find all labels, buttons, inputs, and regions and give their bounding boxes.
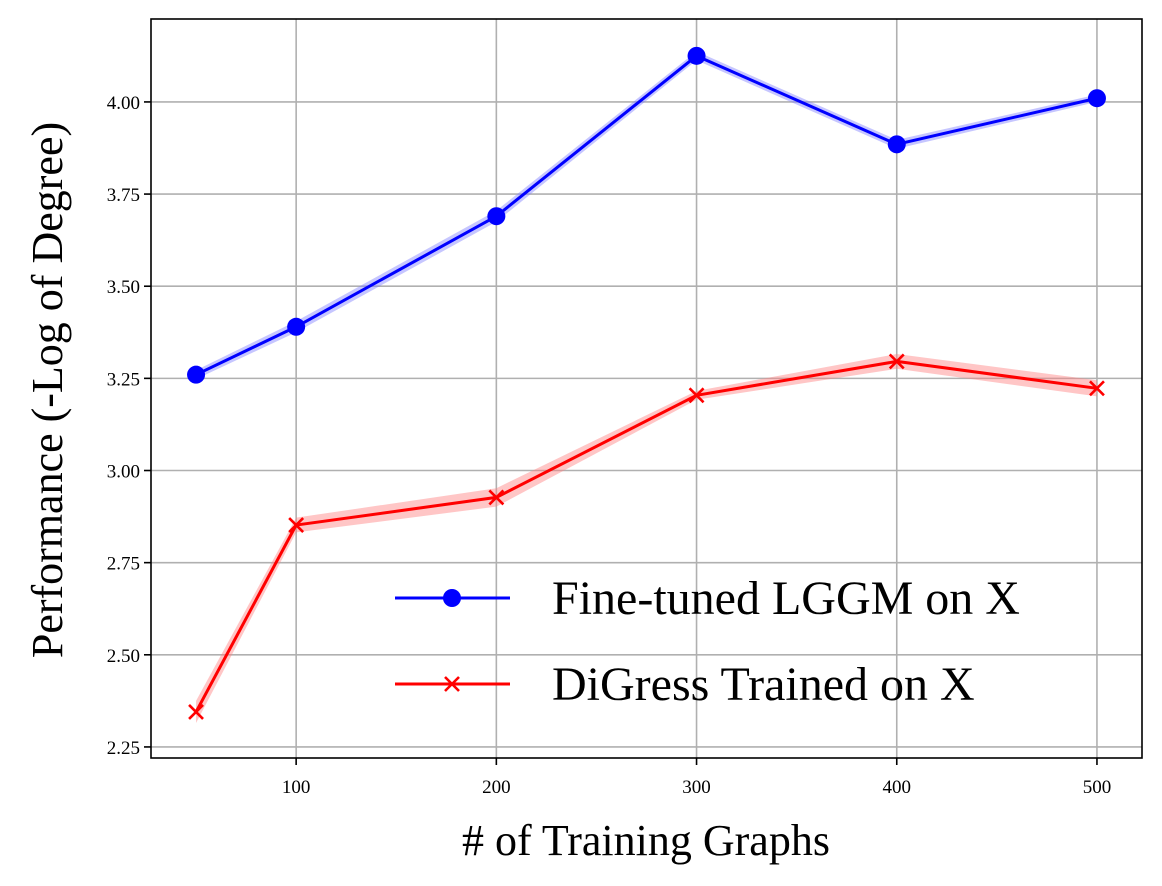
legend-label-1: DiGress Trained on X — [552, 658, 975, 711]
y-tick-label: 3.75 — [107, 185, 140, 206]
data-point — [487, 207, 506, 226]
y-tick-label: 3.50 — [107, 277, 140, 298]
x-tick-label: 500 — [1083, 777, 1112, 798]
data-point — [688, 387, 705, 404]
x-tick-label: 200 — [482, 777, 511, 798]
series-markers — [187, 46, 1106, 720]
y-tick-label: 3.00 — [107, 462, 140, 483]
data-point — [1087, 89, 1106, 108]
x-tick-label: 100 — [282, 777, 311, 798]
x-tick-label: 400 — [883, 777, 912, 798]
y-tick-label: 3.25 — [107, 369, 140, 390]
y-axis-title: Performance (-Log of Degree) — [23, 122, 72, 658]
y-tick-label: 2.25 — [107, 738, 140, 759]
data-point — [488, 489, 505, 506]
series-lines — [194, 54, 1098, 713]
plot-area — [151, 19, 1142, 758]
legend-marker-1 — [444, 676, 460, 692]
data-point — [188, 704, 204, 720]
x-axis-ticks: 100 200 300 400 500 — [282, 758, 1111, 798]
data-point — [687, 46, 706, 65]
legend: Fine-tuned LGGM on X DiGress Trained on X — [395, 572, 1020, 711]
legend-marker-0 — [443, 589, 461, 607]
y-tick-label: 4.00 — [107, 93, 140, 114]
x-axis-title: # of Training Graphs — [462, 816, 830, 865]
data-point — [187, 365, 206, 384]
data-point — [287, 317, 306, 336]
data-point — [288, 517, 305, 533]
series-line-1 — [194, 359, 1098, 713]
data-point — [1089, 380, 1105, 397]
legend-label-0: Fine-tuned LGGM on X — [552, 572, 1020, 625]
data-point — [888, 353, 905, 370]
y-axis-ticks: 2.25 2.50 2.75 3.00 3.25 3.50 3.75 4.00 — [107, 93, 151, 759]
x-tick-label: 300 — [682, 777, 711, 798]
y-tick-label: 2.75 — [107, 554, 140, 575]
data-point — [887, 135, 906, 154]
plot-frame — [150, 18, 1143, 759]
series-line-0 — [195, 54, 1098, 377]
y-tick-label: 2.50 — [107, 646, 140, 667]
